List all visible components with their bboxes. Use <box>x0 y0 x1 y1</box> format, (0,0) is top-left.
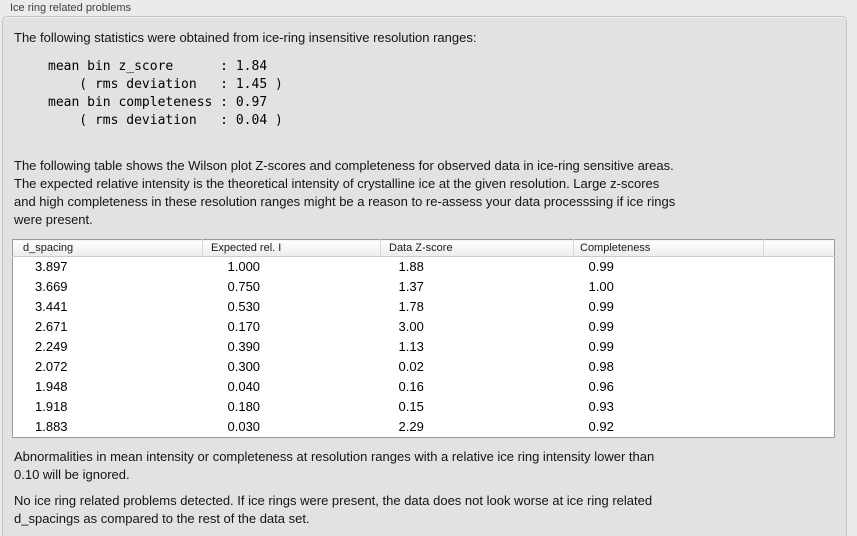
stats-block: mean bin z_score : 1.84 ( rms deviation … <box>48 59 283 128</box>
threshold-note: Abnormalities in mean intensity or compl… <box>14 449 655 482</box>
table-cell <box>764 397 835 417</box>
table-cell <box>764 257 835 278</box>
table-cell: 1.883 <box>35 419 68 434</box>
table-cell: 1.948 <box>35 379 68 394</box>
column-header-d-spacing[interactable]: d_spacing <box>12 239 203 257</box>
table-cell: 0.99 <box>588 339 614 354</box>
table-cell: 2.29 <box>398 419 424 434</box>
table-cell: 0.300 <box>227 359 261 374</box>
table-cell: 0.99 <box>588 259 614 274</box>
table-cell: 0.390 <box>227 339 261 354</box>
table-cell: 0.99 <box>588 299 614 314</box>
table-cell: 0.530 <box>227 299 261 314</box>
table-cell: 0.030 <box>227 419 261 434</box>
table-cell: 3.00 <box>398 319 424 334</box>
table-cell: 3.669 <box>35 279 68 294</box>
table-cell: 1.000 <box>227 259 261 274</box>
table-cell: 1.918 <box>35 399 68 414</box>
table-header-row: d_spacing Expected rel. I Data Z-score Comp… <box>12 239 835 257</box>
table-description: The following table shows the Wilson plo… <box>14 158 676 227</box>
column-header-blank[interactable] <box>763 239 835 257</box>
table-cell: 0.16 <box>398 379 424 394</box>
table-cell: 0.15 <box>398 399 424 414</box>
table-cell: 0.93 <box>588 399 614 414</box>
table-cell: 0.92 <box>588 419 614 434</box>
table-row[interactable]: 2.072 0.300 0.02 0.98 <box>13 357 835 377</box>
table-row[interactable]: 2.249 0.390 1.13 0.99 <box>13 337 835 357</box>
table-body: 3.897 1.000 1.88 0.99 3.669 0.750 1.37 1.00 3.44… <box>13 257 835 438</box>
table-cell <box>764 417 835 438</box>
table-cell: 3.441 <box>35 299 68 314</box>
table-cell <box>764 297 835 317</box>
table-cell: 0.040 <box>227 379 261 394</box>
conclusion-text: No ice ring related problems detected. I… <box>14 493 653 526</box>
table-cell: 3.897 <box>35 259 68 274</box>
table-row[interactable]: 3.897 1.000 1.88 0.99 <box>13 257 835 278</box>
table-cell: 0.02 <box>398 359 424 374</box>
table-cell: 0.170 <box>227 319 261 334</box>
table-cell: 2.249 <box>35 339 68 354</box>
table-cell <box>764 337 835 357</box>
table-cell: 1.13 <box>398 339 424 354</box>
column-header-data-z-score[interactable]: Data Z-score <box>380 239 574 257</box>
table-row[interactable]: 1.948 0.040 0.16 0.96 <box>13 377 835 397</box>
table-cell: 2.671 <box>35 319 68 334</box>
column-header-completeness[interactable]: Completeness <box>573 239 764 257</box>
table-cell: 1.00 <box>588 279 614 294</box>
table-cell: 0.99 <box>588 319 614 334</box>
table-row[interactable]: 1.883 0.030 2.29 0.92 <box>13 417 835 438</box>
table-cell <box>764 277 835 297</box>
table-cell <box>764 377 835 397</box>
table-row[interactable]: 1.918 0.180 0.15 0.93 <box>13 397 835 417</box>
panel-title: Ice ring related problems <box>10 2 132 14</box>
column-header-expected-rel-i[interactable]: Expected rel. I <box>202 239 381 257</box>
table-cell: 1.37 <box>398 279 424 294</box>
intro-text: The following statistics were obtained f… <box>14 30 477 45</box>
table-cell: 1.88 <box>398 259 424 274</box>
table-cell: 1.78 <box>398 299 424 314</box>
table-cell: 0.96 <box>588 379 614 394</box>
table-row[interactable]: 3.669 0.750 1.37 1.00 <box>13 277 835 297</box>
table-cell: 0.180 <box>227 399 261 414</box>
table-cell: 2.072 <box>35 359 68 374</box>
table-cell <box>764 357 835 377</box>
ice-ring-table: d_spacing Expected rel. I Data Z-score Comp… <box>12 239 835 438</box>
table-cell: 0.750 <box>227 279 261 294</box>
table-row[interactable]: 2.671 0.170 3.00 0.99 <box>13 317 835 337</box>
table-cell <box>764 317 835 337</box>
table-cell: 0.98 <box>588 359 614 374</box>
table-row[interactable]: 3.441 0.530 1.78 0.99 <box>13 297 835 317</box>
